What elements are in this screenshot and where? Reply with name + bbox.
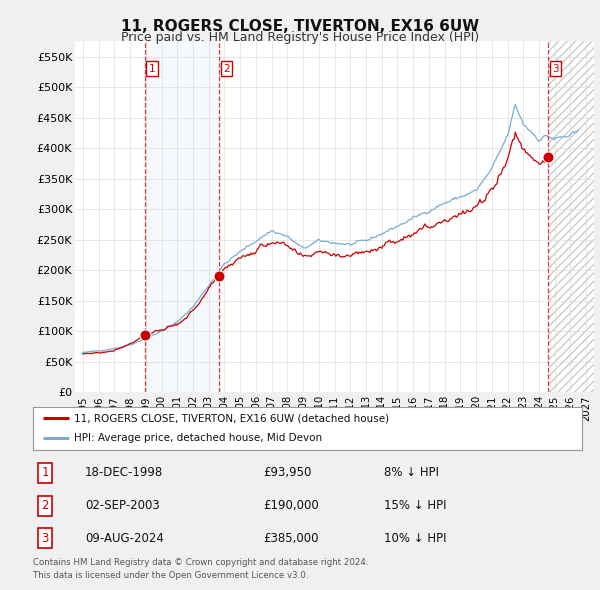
Text: £385,000: £385,000	[263, 532, 319, 545]
Text: 10% ↓ HPI: 10% ↓ HPI	[385, 532, 447, 545]
Text: 02-SEP-2003: 02-SEP-2003	[85, 499, 160, 512]
Text: 8% ↓ HPI: 8% ↓ HPI	[385, 467, 439, 480]
Text: £190,000: £190,000	[263, 499, 319, 512]
Bar	[145, 41, 219, 392]
Text: 3: 3	[552, 64, 559, 74]
Text: This data is licensed under the Open Government Licence v3.0.: This data is licensed under the Open Gov…	[33, 571, 308, 579]
Text: 3: 3	[41, 532, 49, 545]
Text: 11, ROGERS CLOSE, TIVERTON, EX16 6UW (detached house): 11, ROGERS CLOSE, TIVERTON, EX16 6UW (de…	[74, 413, 389, 423]
Text: 2: 2	[41, 499, 49, 512]
Text: £93,950: £93,950	[263, 467, 312, 480]
Text: 15% ↓ HPI: 15% ↓ HPI	[385, 499, 447, 512]
Text: 18-DEC-1998: 18-DEC-1998	[85, 467, 163, 480]
Bar	[548, 41, 594, 392]
Text: 2: 2	[223, 64, 230, 74]
Text: 09-AUG-2024: 09-AUG-2024	[85, 532, 164, 545]
Text: Contains HM Land Registry data © Crown copyright and database right 2024.: Contains HM Land Registry data © Crown c…	[33, 558, 368, 567]
Text: 1: 1	[41, 467, 49, 480]
Text: Price paid vs. HM Land Registry's House Price Index (HPI): Price paid vs. HM Land Registry's House …	[121, 31, 479, 44]
Text: 1: 1	[149, 64, 156, 74]
Text: 11, ROGERS CLOSE, TIVERTON, EX16 6UW: 11, ROGERS CLOSE, TIVERTON, EX16 6UW	[121, 19, 479, 34]
Text: HPI: Average price, detached house, Mid Devon: HPI: Average price, detached house, Mid …	[74, 433, 322, 443]
